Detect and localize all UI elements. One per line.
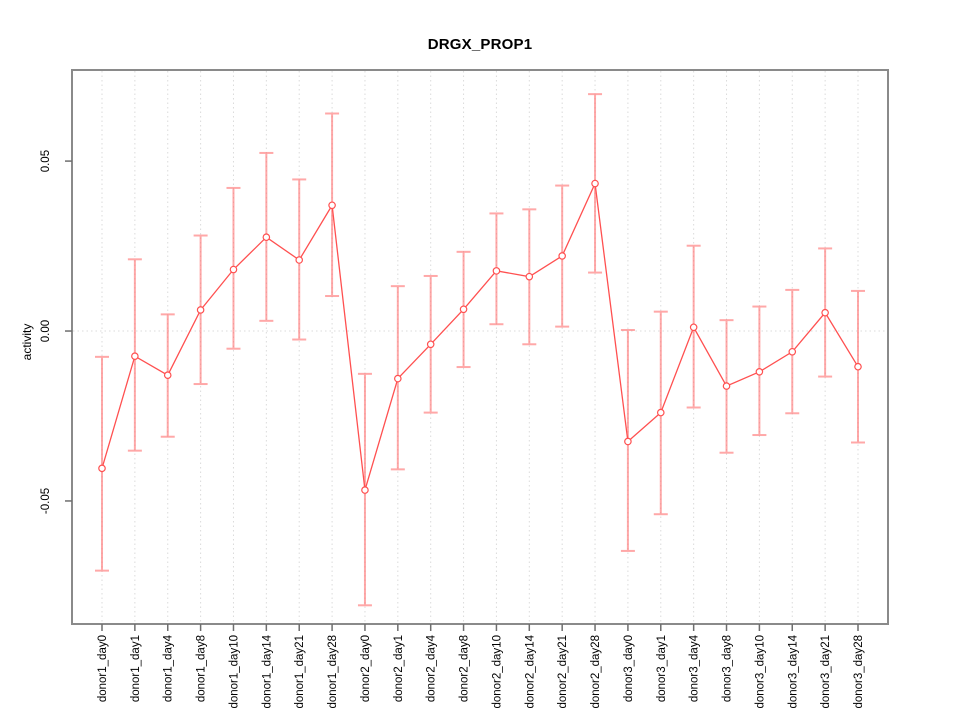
x-tick-label: donor2_day28: [590, 635, 602, 709]
data-point: [689, 323, 698, 332]
data-point: [624, 437, 632, 446]
x-tick-label: donor3_day28: [853, 635, 865, 709]
data-point: [229, 265, 238, 274]
data-point: [426, 340, 435, 349]
y-tick-label: -0.05: [40, 488, 52, 514]
data-point: [196, 306, 205, 314]
x-tick-label: donor2_day0: [360, 635, 372, 702]
data-point: [722, 382, 731, 390]
data-point: [821, 308, 829, 317]
x-tick-label: donor3_day8: [722, 635, 734, 702]
data-point: [361, 486, 369, 494]
data-point: [262, 233, 271, 242]
x-tick-label: donor1_day10: [228, 635, 240, 709]
x-tick-label: donor2_day10: [491, 635, 503, 709]
data-point: [394, 374, 402, 383]
data-point: [755, 368, 764, 376]
data-point: [163, 371, 172, 380]
data-point: [525, 272, 534, 281]
x-tick-label: donor1_day1: [130, 635, 142, 702]
y-axis-title-text: activity: [20, 323, 34, 361]
x-tick-label: donor3_day14: [787, 634, 799, 708]
data-point: [98, 464, 106, 473]
error-bar: [95, 355, 109, 572]
series-line: [101, 181, 859, 491]
x-tick-label: donor1_day4: [163, 634, 175, 702]
x-tick-label: donor3_day1: [656, 635, 668, 702]
data-point: [131, 352, 139, 360]
data-point: [558, 252, 566, 260]
x-tick-label: donor3_day10: [754, 635, 766, 709]
x-tick-label: donor3_day0: [623, 635, 635, 702]
x-tick-label: donor2_day21: [557, 635, 569, 709]
x-tick-label: donor2_day4: [426, 634, 438, 702]
x-tick-label: donor1_day21: [294, 635, 306, 709]
data-point: [656, 408, 665, 417]
x-tick-label: donor1_day0: [97, 635, 109, 702]
x-tick-label: donor3_day4: [689, 634, 701, 702]
plot-border: [71, 69, 889, 625]
y-tick-label: 0.00: [40, 320, 52, 342]
x-tick-label: donor1_day8: [196, 635, 208, 702]
x-tick-label: donor2_day1: [393, 635, 405, 702]
data-point: [459, 305, 468, 314]
x-tick-label: donor2_day14: [524, 634, 536, 708]
x-tick-label: donor2_day8: [459, 635, 471, 702]
data-point: [591, 179, 599, 188]
x-tick-label: donor3_day21: [820, 635, 832, 709]
x-tick-label: donor1_day28: [327, 635, 339, 709]
x-tick-label: donor1_day14: [261, 634, 273, 708]
data-point: [492, 267, 501, 275]
data-point: [295, 256, 304, 264]
y-tick-label: 0.05: [40, 150, 52, 172]
data-point: [788, 347, 797, 356]
data-point: [328, 201, 336, 210]
chart-title: DRGX_PROP1: [427, 36, 533, 53]
data-point: [854, 362, 862, 371]
